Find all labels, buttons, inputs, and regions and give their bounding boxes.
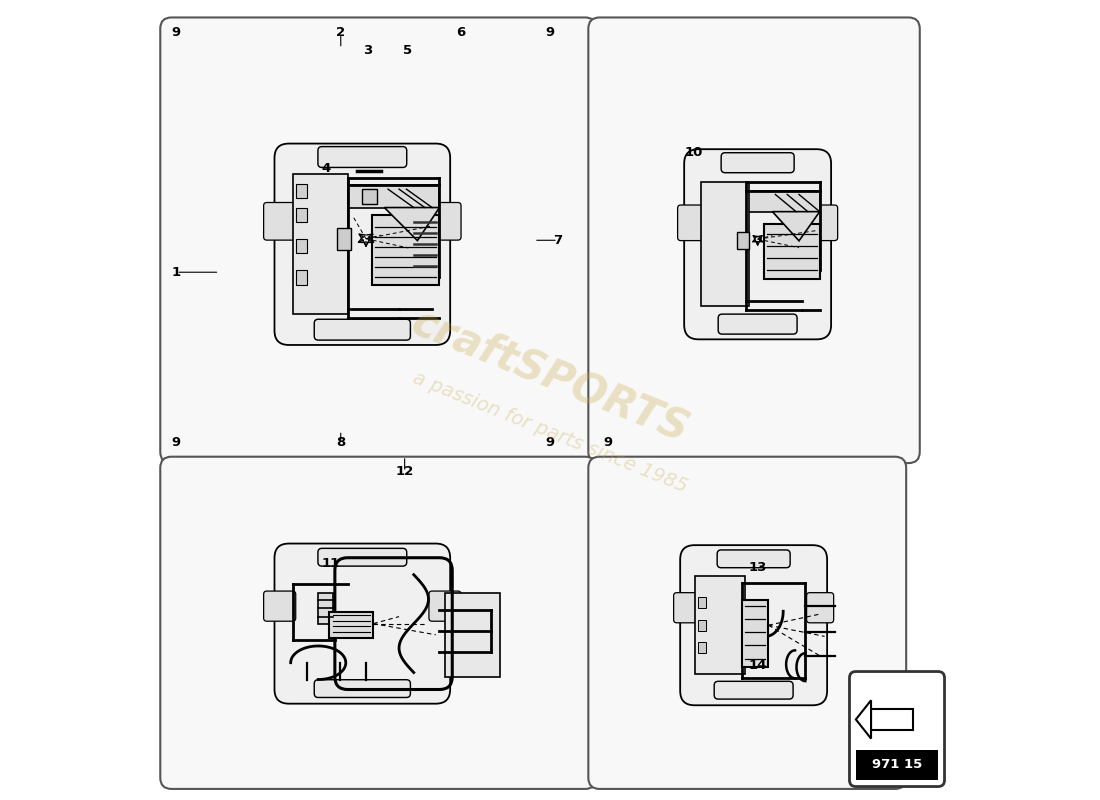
- FancyBboxPatch shape: [318, 548, 407, 566]
- Bar: [856, 750, 938, 780]
- FancyBboxPatch shape: [315, 319, 410, 340]
- Text: 9: 9: [546, 436, 554, 449]
- Text: craftSPORTS: craftSPORTS: [405, 301, 695, 451]
- Polygon shape: [384, 207, 440, 241]
- FancyBboxPatch shape: [806, 593, 834, 623]
- Bar: [737, 232, 749, 250]
- Bar: [293, 174, 348, 314]
- FancyBboxPatch shape: [429, 591, 461, 622]
- Bar: [296, 184, 307, 198]
- Text: 7: 7: [553, 234, 562, 246]
- Bar: [348, 186, 440, 207]
- FancyBboxPatch shape: [718, 314, 798, 334]
- Text: 11: 11: [321, 558, 340, 570]
- FancyBboxPatch shape: [680, 545, 827, 706]
- Bar: [318, 593, 333, 624]
- Text: 12: 12: [396, 466, 414, 478]
- Bar: [697, 642, 706, 653]
- Text: 8: 8: [337, 436, 345, 449]
- FancyBboxPatch shape: [429, 202, 461, 240]
- FancyBboxPatch shape: [275, 543, 450, 704]
- Text: 4: 4: [322, 162, 331, 175]
- FancyBboxPatch shape: [673, 593, 701, 623]
- Text: 3: 3: [363, 44, 373, 57]
- Bar: [763, 224, 820, 278]
- Bar: [329, 613, 373, 638]
- Bar: [741, 600, 769, 667]
- Bar: [746, 191, 820, 212]
- Text: 9: 9: [172, 436, 180, 449]
- Bar: [372, 215, 440, 285]
- Bar: [694, 576, 745, 674]
- Text: a passion for parts since 1985: a passion for parts since 1985: [410, 368, 690, 496]
- Bar: [337, 228, 351, 250]
- Text: 9: 9: [172, 26, 180, 39]
- FancyBboxPatch shape: [318, 146, 407, 167]
- FancyBboxPatch shape: [264, 591, 296, 622]
- FancyBboxPatch shape: [849, 671, 945, 786]
- Text: 10: 10: [684, 146, 703, 159]
- Bar: [871, 709, 913, 730]
- FancyBboxPatch shape: [717, 550, 790, 568]
- Bar: [296, 207, 307, 222]
- Text: 9: 9: [546, 26, 554, 39]
- FancyBboxPatch shape: [588, 457, 906, 789]
- Text: 9: 9: [603, 436, 612, 449]
- FancyBboxPatch shape: [161, 18, 596, 463]
- FancyBboxPatch shape: [684, 149, 832, 339]
- Text: 2: 2: [337, 26, 345, 39]
- FancyBboxPatch shape: [678, 205, 705, 241]
- Polygon shape: [772, 212, 820, 241]
- Bar: [446, 593, 501, 677]
- Text: 971 15: 971 15: [872, 758, 922, 771]
- Text: 14: 14: [748, 658, 767, 672]
- Text: 1: 1: [172, 266, 180, 278]
- FancyBboxPatch shape: [161, 457, 596, 789]
- Bar: [697, 620, 706, 630]
- FancyBboxPatch shape: [588, 18, 920, 463]
- Bar: [296, 270, 307, 285]
- FancyBboxPatch shape: [811, 205, 838, 241]
- Text: 13: 13: [748, 562, 767, 574]
- FancyBboxPatch shape: [722, 153, 794, 173]
- Text: 5: 5: [404, 44, 412, 57]
- FancyBboxPatch shape: [275, 143, 450, 345]
- Text: 6: 6: [455, 26, 465, 39]
- Bar: [697, 598, 706, 609]
- FancyBboxPatch shape: [714, 682, 793, 699]
- Polygon shape: [856, 700, 871, 738]
- Bar: [362, 189, 377, 204]
- FancyBboxPatch shape: [264, 202, 296, 240]
- FancyBboxPatch shape: [315, 680, 410, 698]
- Bar: [296, 238, 307, 254]
- Bar: [702, 182, 749, 306]
